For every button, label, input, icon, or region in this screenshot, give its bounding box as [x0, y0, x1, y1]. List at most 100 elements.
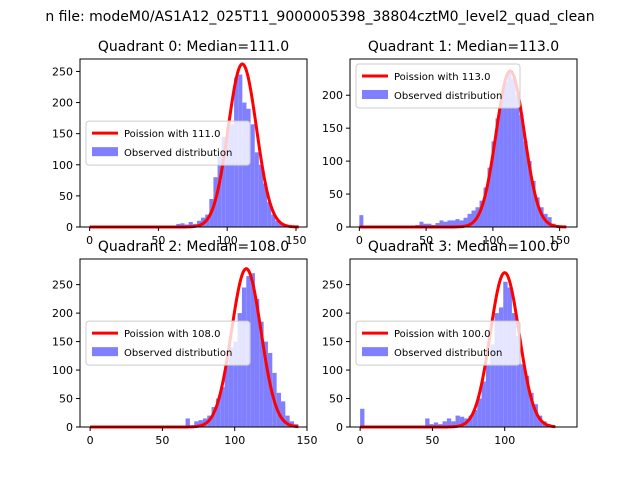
histogram-bar	[471, 210, 476, 227]
histogram-bar	[185, 418, 190, 427]
histogram-bar	[211, 407, 216, 427]
histogram-bar	[499, 95, 504, 227]
histogram-bar	[229, 124, 235, 227]
legend-swatch-observed	[362, 347, 388, 357]
legend: Poission with 111.0 Observed distribution	[85, 120, 251, 166]
histogram-bar	[451, 421, 456, 427]
x-tick-label: 100	[217, 234, 238, 247]
legend-box	[85, 320, 251, 366]
histogram-bar	[463, 217, 468, 227]
y-tick-label: 200	[322, 307, 343, 320]
legend-swatch-observed	[92, 347, 118, 357]
histogram-bar	[524, 375, 530, 427]
histogram-bar	[198, 420, 203, 427]
y-tick-label: 50	[329, 393, 343, 406]
histogram-bar	[280, 401, 286, 427]
y-tick-label: 50	[329, 188, 343, 201]
axes-frame	[79, 258, 308, 428]
histogram-bar	[455, 219, 460, 227]
y-tick-label: 150	[322, 122, 343, 135]
x-tick-label: 0	[356, 234, 363, 247]
legend-box	[355, 320, 521, 366]
histogram-bar	[271, 214, 276, 227]
histogram-bar	[459, 416, 465, 427]
y-tick-label: 200	[52, 97, 73, 110]
y-tick-label: 200	[52, 307, 73, 320]
y-tick-label: 150	[52, 128, 73, 141]
legend-label-observed: Observed distribution	[394, 91, 502, 102]
subplot-title: Quadrant 1: Median=113.0	[368, 39, 559, 55]
y-tick-label: 0	[66, 221, 73, 234]
histogram-bar	[285, 415, 290, 427]
histogram-bar	[477, 398, 482, 427]
histogram-bar	[217, 155, 222, 227]
histogram-bar	[435, 223, 440, 227]
histogram-bar	[467, 213, 472, 227]
histogram-bar	[220, 387, 225, 427]
x-tick-label: 0	[87, 434, 94, 447]
y-tick-label: 250	[52, 279, 73, 292]
histogram-bar	[215, 398, 221, 427]
histogram-bar	[263, 341, 268, 427]
y-tick-label: 50	[59, 393, 73, 406]
y-tick-label: 100	[52, 364, 73, 377]
y-tick-label: 0	[336, 221, 343, 234]
y-tick-label: 100	[322, 155, 343, 168]
histogram-bar	[516, 335, 521, 427]
subplot-title: Quadrant 3: Median=100.0	[368, 239, 559, 255]
legend-label-poisson: Poission with 100.0	[394, 329, 490, 340]
x-tick-label: 100	[224, 434, 245, 447]
x-tick-label: 50	[425, 434, 439, 447]
histogram-bar	[194, 421, 199, 427]
histogram-bar	[233, 341, 238, 427]
histogram-bar	[443, 221, 448, 227]
histogram-bar	[515, 95, 520, 227]
y-tick-label: 100	[52, 159, 73, 172]
histogram-bar	[495, 118, 500, 227]
histogram-bar	[267, 202, 272, 227]
histogram-bar	[433, 422, 439, 427]
legend: Poission with 100.0 Observed distribution	[355, 320, 521, 366]
histogram-bar	[459, 220, 464, 227]
histogram-bar	[533, 404, 538, 427]
subplot-2: Quadrant 2: Median=108.0 0 50 100 150 0 50 100 1…	[52, 239, 318, 447]
histogram-bar	[547, 217, 552, 227]
histogram-bar	[481, 381, 486, 427]
x-tick-label: 150	[549, 234, 570, 247]
axes-frame	[349, 58, 578, 228]
histogram-bar	[196, 220, 202, 227]
histogram-bar	[531, 180, 536, 227]
histogram-bar	[419, 221, 424, 227]
x-tick-label: 50	[419, 234, 433, 247]
histogram-bar	[519, 115, 524, 227]
histogram-bar	[439, 220, 444, 227]
histogram-bar	[254, 152, 259, 227]
histogram-bar	[487, 167, 492, 227]
histogram-bar	[511, 313, 517, 427]
histogram-bar	[442, 421, 447, 427]
y-tick-label: 150	[52, 336, 73, 349]
histogram-bar	[494, 313, 499, 427]
legend-swatch-observed	[92, 147, 118, 157]
histogram-bar	[485, 364, 491, 427]
axes-frame	[79, 58, 308, 228]
histogram-bar	[360, 408, 365, 427]
legend-label-observed: Observed distribution	[124, 348, 232, 359]
histogram-bar	[535, 197, 540, 227]
histogram-bar	[259, 321, 264, 427]
x-tick-label: 0	[86, 234, 93, 247]
histogram-bar	[529, 392, 534, 427]
subplot-title: Quadrant 2: Median=108.0	[98, 239, 289, 255]
y-tick-label: 150	[322, 336, 343, 349]
y-tick-label: 50	[59, 190, 73, 203]
figure-suptitle: n file: modeM0/AS1A12_025T11_9000005398_…	[45, 9, 594, 25]
axes-frame	[349, 258, 578, 428]
histogram-bar	[250, 273, 255, 427]
histogram-bar	[472, 409, 478, 427]
histogram-bar	[237, 313, 242, 427]
y-tick-label: 0	[66, 421, 73, 434]
histogram-bar	[427, 223, 432, 227]
x-tick-label: 0	[357, 434, 364, 447]
histogram-bar	[507, 72, 512, 227]
